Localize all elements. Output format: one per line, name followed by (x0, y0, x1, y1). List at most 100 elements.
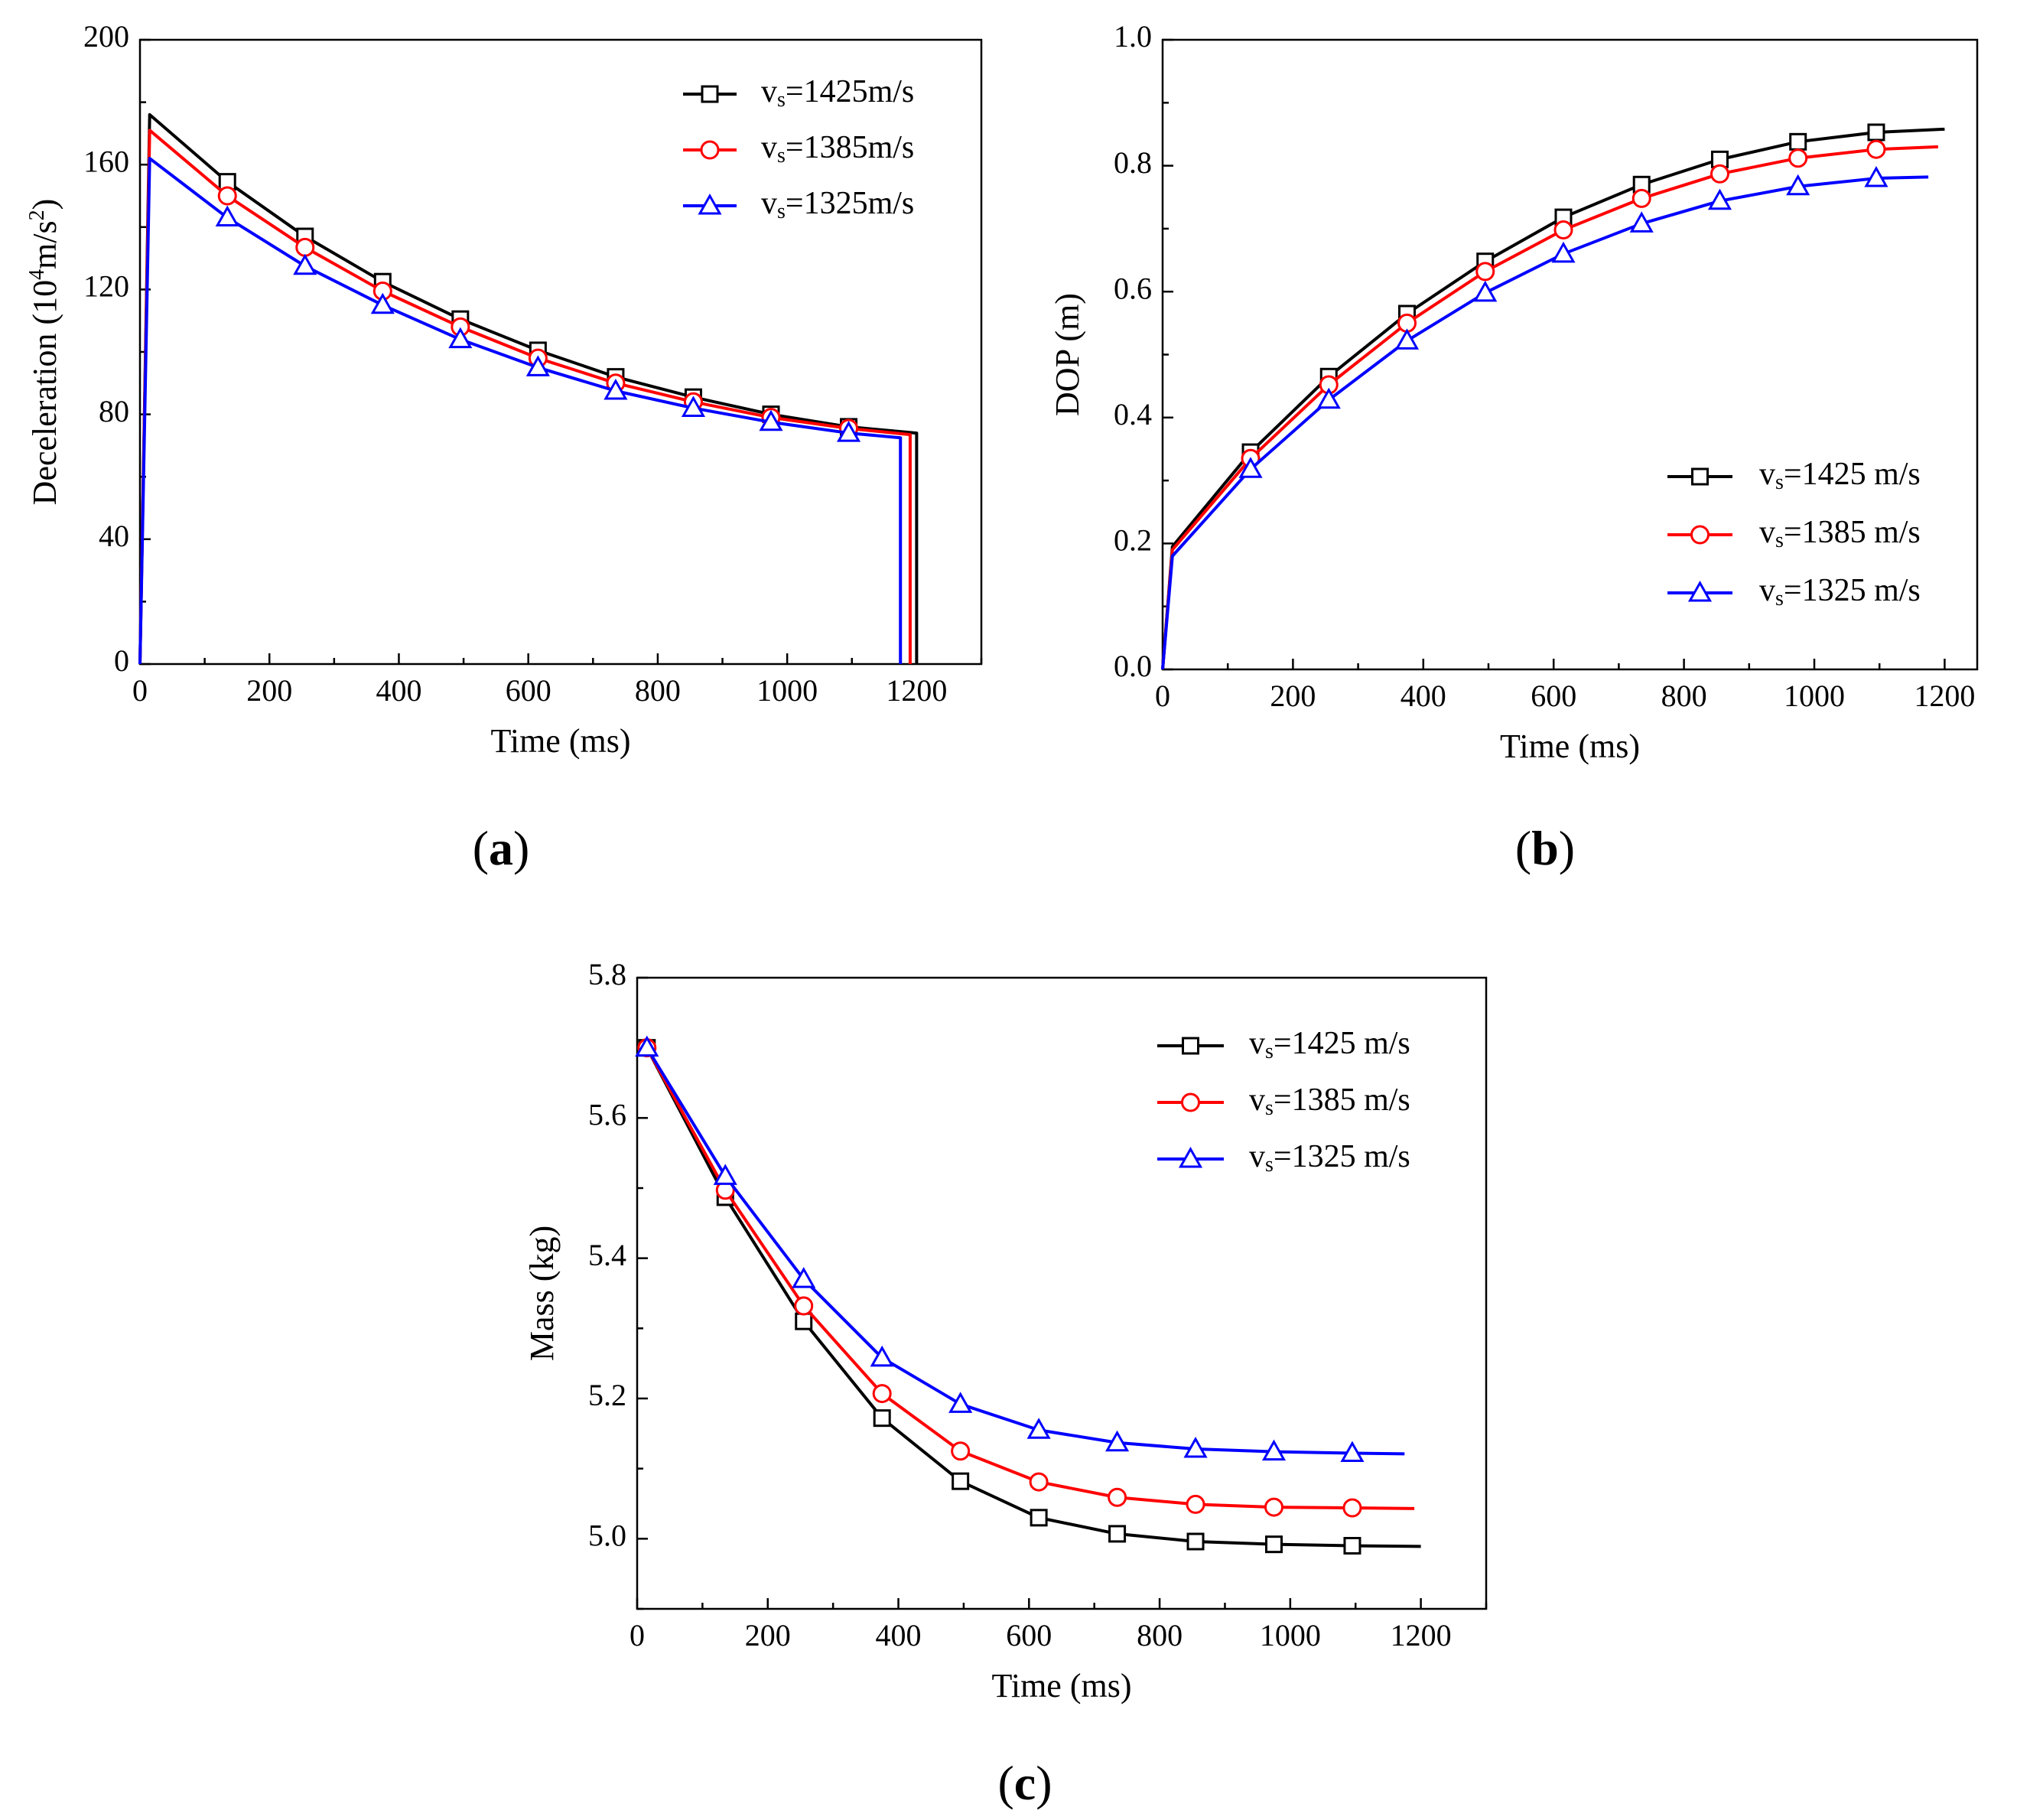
legend-entry-a-2: vs=1325m/s (683, 186, 914, 224)
x-tick-label-b: 1200 (1914, 679, 1975, 713)
data-point-b-2 (1394, 328, 1420, 350)
legend-marker (1178, 1146, 1203, 1168)
data-point-c-1 (794, 1296, 814, 1316)
legend-label: vs=1385 m/s (1759, 515, 1921, 553)
legend-label: vs=1385 m/s (1249, 1083, 1410, 1121)
legend-entry-b-1: vs=1385 m/s (1667, 515, 1921, 553)
data-point-c-2 (635, 1035, 659, 1057)
series-line-a-2 (138, 157, 903, 665)
x-tick-label-c: 1200 (1391, 1618, 1452, 1652)
panel-label-a: (a) (473, 821, 530, 875)
legend-label: vs=1325m/s (761, 186, 914, 224)
x-tick-label-c: 600 (1006, 1618, 1052, 1652)
data-point-b-1 (1866, 139, 1886, 159)
data-point-c-1 (1264, 1497, 1283, 1517)
panel-label-b: (b) (1515, 821, 1575, 875)
legend-entry-b-0: vs=1425 m/s (1667, 457, 1921, 494)
x-tick-label-a: 0 (132, 673, 148, 708)
data-point-c-2 (713, 1164, 737, 1185)
legend-label: vs=1425m/s (761, 74, 914, 112)
series-b-0 (1161, 123, 1945, 670)
data-point-c-0 (1343, 1537, 1361, 1555)
legend-marker (698, 193, 722, 215)
data-point-c-0 (1186, 1532, 1205, 1551)
legend-label: vs=1325 m/s (1249, 1139, 1410, 1177)
legend-marker (1690, 525, 1710, 545)
x-tick-label-a: 800 (635, 673, 681, 708)
data-point-b-0 (1789, 132, 1807, 151)
legend-marker (1181, 1092, 1200, 1112)
x-tick-label-b: 600 (1531, 679, 1576, 713)
x-tick-label-b: 1000 (1784, 679, 1845, 713)
legend-entry-c-1: vs=1385 m/s (1157, 1083, 1410, 1121)
series-line-b-2 (1161, 175, 1929, 670)
y-tick-label-a: 40 (99, 519, 129, 553)
legend-marker (1687, 580, 1713, 602)
data-point-c-2 (1261, 1439, 1287, 1461)
data-point-b-1 (1710, 164, 1729, 184)
x-tick-label-b: 800 (1661, 679, 1707, 713)
data-point-b-2 (1473, 280, 1498, 302)
x-tick-label-b: 200 (1270, 679, 1316, 713)
x-tick-label-a: 600 (506, 673, 551, 708)
data-point-c-1 (1029, 1472, 1049, 1492)
chart-b: 0 200 400 600 800 1000 1200 0.0 0.2 0.4 0.6 0.8 1.0 T… (1049, 19, 1979, 875)
legend-label: vs=1425 m/s (1249, 1026, 1410, 1064)
series-line-b-1 (1161, 145, 1938, 670)
data-point-c-1 (1108, 1487, 1127, 1507)
y-tick-label-a: 200 (83, 19, 129, 54)
y-tick-label-c: 5.8 (588, 957, 626, 991)
data-point-b-1 (1553, 220, 1573, 240)
data-point-a-2 (836, 421, 861, 442)
data-point-a-1 (217, 186, 237, 206)
y-axis-title-b: DOP (m) (1049, 293, 1086, 416)
series-c-2 (635, 1035, 1405, 1462)
data-point-b-1 (1475, 262, 1495, 282)
legend-label: vs=1325 m/s (1759, 573, 1921, 611)
x-axis-title-b: Time (ms) (1500, 728, 1640, 765)
data-point-b-2 (1786, 174, 1810, 196)
x-tick-label-c: 0 (629, 1618, 645, 1652)
data-point-b-2 (1316, 387, 1341, 409)
y-axis-title-a: Deceleration (104m/s2) (25, 199, 63, 506)
data-point-b-1 (1788, 148, 1808, 168)
y-tick-label-b: 0.4 (1114, 397, 1152, 431)
series-b-1 (1161, 139, 1938, 670)
y-tick-label-b: 0.6 (1114, 271, 1152, 305)
x-tick-label-b: 400 (1401, 679, 1446, 713)
chart-c: 0 200 400 600 800 1000 1200 5.0 5.2 5.4 5.6 5.8 Time… (523, 957, 1488, 1810)
data-point-c-2 (1105, 1430, 1130, 1452)
data-point-a-2 (293, 253, 317, 275)
data-point-c-0 (1108, 1525, 1127, 1543)
data-point-a-2 (215, 205, 239, 227)
data-point-c-0 (795, 1312, 813, 1330)
data-point-b-1 (1631, 188, 1651, 208)
y-tick-label-c: 5.4 (588, 1238, 626, 1272)
series-a-2 (138, 157, 903, 665)
legend-entry-a-0: vs=1425m/s (683, 74, 914, 112)
x-tick-label-c: 800 (1137, 1618, 1183, 1652)
data-point-a-2 (448, 327, 473, 349)
x-tick-label-c: 200 (745, 1618, 791, 1652)
data-point-c-0 (1030, 1509, 1048, 1527)
legend-entry-a-1: vs=1385m/s (683, 130, 914, 168)
y-tick-label-b: 0.2 (1114, 523, 1152, 558)
y-tick-label-b: 0.8 (1114, 145, 1152, 180)
series-line-c-0 (646, 1047, 1421, 1548)
y-tick-label-b: 0.0 (1114, 649, 1152, 683)
data-point-b-2 (1629, 211, 1654, 233)
data-point-c-2 (1183, 1436, 1208, 1458)
legend-marker (1182, 1037, 1199, 1055)
legend-entry-b-2: vs=1325 m/s (1667, 573, 1921, 611)
data-point-c-0 (1265, 1535, 1283, 1554)
plot-frame-c (636, 976, 1488, 1610)
data-point-b-2 (1864, 166, 1888, 187)
y-tick-label-a: 0 (114, 643, 129, 678)
data-point-c-1 (1342, 1498, 1362, 1518)
x-axis-title-a: Time (ms) (491, 722, 631, 760)
panel-label-c: (c) (997, 1756, 1052, 1810)
x-tick-label-a: 400 (376, 673, 421, 708)
data-point-b-2 (1707, 188, 1732, 210)
data-point-c-0 (952, 1472, 970, 1490)
